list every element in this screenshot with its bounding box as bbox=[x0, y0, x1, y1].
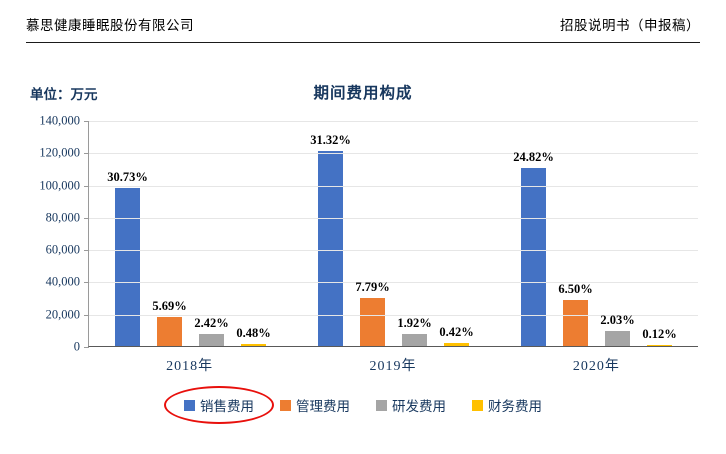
y-tick-label: 40,000 bbox=[45, 274, 80, 289]
bar-销售费用-2020年: 24.82% bbox=[513, 150, 554, 346]
legend: 销售费用 管理费用 研发费用 财务费用 bbox=[0, 386, 726, 424]
bar-group-2020年: 24.82% 6.50% 2.03% 0.12% bbox=[513, 150, 677, 346]
bar-percent-label: 7.79% bbox=[355, 279, 390, 294]
x-tick-label: 2020年 bbox=[572, 359, 620, 374]
y-tick-label: 20,000 bbox=[45, 307, 80, 322]
legend-item-财务费用: 财务费用 bbox=[464, 389, 550, 421]
bars-row: 30.73% 5.69% 2.42% 0.48% 31.32% 7.79% 1.92% 0.4… bbox=[89, 121, 698, 346]
bar-percent-label: 0.12% bbox=[642, 326, 677, 341]
y-tick-mark bbox=[84, 121, 89, 122]
y-tick-mark bbox=[84, 347, 89, 348]
bar-财务费用-2018年: 0.48% bbox=[236, 326, 271, 346]
legend-item-研发费用: 研发费用 bbox=[368, 389, 454, 421]
bar-percent-label: 30.73% bbox=[107, 169, 148, 184]
chart-title: 期间费用构成 bbox=[313, 85, 413, 102]
y-tick-mark bbox=[84, 153, 89, 155]
legend-label: 研发费用 bbox=[392, 399, 446, 414]
bar-percent-label: 0.48% bbox=[236, 325, 271, 340]
bar-研发费用-2020年: 2.03% bbox=[600, 313, 635, 346]
y-tick-mark bbox=[84, 282, 89, 284]
gridline bbox=[89, 282, 698, 284]
gridline bbox=[89, 121, 698, 122]
y-axis: 140,000 120,000 100,000 80,000 60,000 40,000 2… bbox=[30, 114, 88, 354]
y-tick-label: 140,000 bbox=[39, 113, 80, 128]
y-tick-label: 120,000 bbox=[39, 145, 80, 160]
legend-swatch-icon bbox=[184, 399, 195, 411]
doc-type-label: 招股说明书（申报稿） bbox=[560, 18, 700, 33]
bar-percent-label: 0.42% bbox=[439, 325, 474, 340]
bar-percent-label: 2.42% bbox=[194, 315, 229, 330]
x-tick-label: 2019年 bbox=[369, 359, 417, 374]
gridline bbox=[89, 185, 698, 187]
bar-percent-label: 5.69% bbox=[152, 298, 187, 313]
bar-group-wrapper: 24.82% 6.50% 2.03% 0.12% bbox=[495, 121, 698, 346]
chart-plot-wrapper: 140,000 120,000 100,000 80,000 60,000 40,000 2… bbox=[30, 114, 698, 354]
bar-研发费用-2019年: 1.92% bbox=[397, 316, 432, 346]
legend-item-管理费用: 管理费用 bbox=[272, 389, 358, 421]
document-header: 慕思健康睡眠股份有限公司 招股说明书（申报稿） bbox=[26, 14, 700, 43]
legend-swatch-icon bbox=[280, 399, 291, 411]
legend-label: 管理费用 bbox=[296, 399, 350, 414]
gridline bbox=[89, 314, 698, 316]
bar-管理费用-2019年: 7.79% bbox=[355, 280, 390, 346]
bar-percent-label: 2.03% bbox=[600, 313, 635, 328]
prospectus-page: { "header": { "company_name": "慕思健康睡眠股份有… bbox=[0, 14, 726, 454]
chart-header-row: 单位：万元 期间费用构成 bbox=[0, 81, 726, 105]
bar-管理费用-2020年: 6.50% bbox=[558, 282, 593, 346]
legend-label: 销售费用 bbox=[200, 399, 254, 414]
y-tick-label: 60,000 bbox=[45, 242, 80, 257]
bar-group-2018年: 30.73% 5.69% 2.42% 0.48% bbox=[107, 170, 271, 346]
y-tick-mark bbox=[84, 185, 89, 187]
x-axis: 2018年 2019年 2020年 bbox=[88, 355, 698, 375]
bar-财务费用-2019年: 0.42% bbox=[439, 325, 474, 346]
bar-group-wrapper: 30.73% 5.69% 2.42% 0.48% bbox=[89, 121, 292, 346]
legend-label: 财务费用 bbox=[488, 399, 542, 414]
bar-财务费用-2020年: 0.12% bbox=[642, 327, 677, 346]
y-tick-label: 100,000 bbox=[39, 178, 80, 193]
bar-管理费用-2018年: 5.69% bbox=[152, 299, 187, 346]
bar-percent-label: 6.50% bbox=[558, 282, 593, 296]
gridline bbox=[89, 250, 698, 252]
company-name: 慕思健康睡眠股份有限公司 bbox=[26, 18, 194, 33]
unit-label: 单位：万元 bbox=[30, 87, 98, 102]
y-tick-mark bbox=[84, 314, 89, 316]
bar-销售费用-2018年: 30.73% bbox=[107, 170, 148, 346]
x-tick-label: 2018年 bbox=[166, 359, 214, 374]
y-tick-mark bbox=[84, 250, 89, 252]
bar-研发费用-2018年: 2.42% bbox=[194, 316, 229, 346]
plot-area: 30.73% 5.69% 2.42% 0.48% 31.32% 7.79% 1.92% 0.4… bbox=[84, 121, 698, 348]
bar-percent-label: 24.82% bbox=[513, 150, 554, 165]
bar-group-wrapper: 31.32% 7.79% 1.92% 0.42% bbox=[292, 121, 495, 346]
bar-percent-label: 1.92% bbox=[397, 316, 432, 331]
gridline bbox=[89, 153, 698, 155]
legend-swatch-icon bbox=[376, 399, 387, 411]
y-tick-label: 80,000 bbox=[45, 210, 80, 225]
legend-item-销售费用: 销售费用 bbox=[164, 386, 274, 424]
bar-percent-label: 31.32% bbox=[310, 132, 351, 147]
y-tick-mark bbox=[84, 217, 89, 219]
y-tick-label: 0 bbox=[73, 339, 80, 354]
bar-group-2019年: 31.32% 7.79% 1.92% 0.42% bbox=[310, 133, 474, 346]
bar-销售费用-2019年: 31.32% bbox=[310, 133, 351, 346]
legend-swatch-icon bbox=[472, 399, 483, 411]
gridline bbox=[89, 217, 698, 219]
